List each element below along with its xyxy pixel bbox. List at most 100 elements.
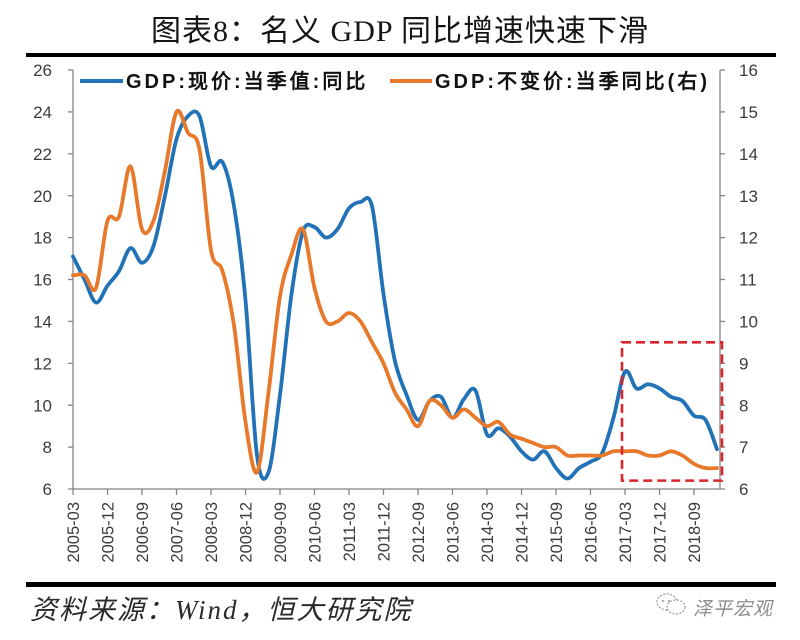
real-gdp-point: 2013-03: 8 bbox=[439, 403, 444, 408]
x-tick-label: 2011-12 bbox=[375, 502, 393, 561]
real-gdp-point: 2016-09: 6.8 bbox=[600, 453, 605, 458]
real-gdp-point: 2011-09: 9.5 bbox=[370, 340, 375, 345]
nominal-gdp-line bbox=[71, 109, 719, 481]
real-gdp-point: 2008-12: 7.6 bbox=[243, 419, 248, 424]
legend-label-real-gdp: GDP:不变价:当季同比(右) bbox=[435, 69, 710, 93]
nominal-gdp-point: 2007-09: 23.8 bbox=[186, 114, 191, 119]
real-gdp-point: 2014-12: 7.2 bbox=[519, 436, 524, 441]
real-gdp-point: 2017-12: 6.8 bbox=[657, 453, 662, 458]
nominal-gdp-point: 2012-06: 10.5 bbox=[404, 392, 409, 397]
x-tick-label: 2018-09 bbox=[686, 502, 704, 563]
x-tick-label: 2008-12 bbox=[237, 502, 255, 563]
real-gdp-point: 2005-06: 11.1 bbox=[82, 273, 87, 278]
real-gdp-point: 2016-03: 6.8 bbox=[577, 453, 582, 458]
real-gdp-point: 2006-03: 12.5 bbox=[117, 214, 122, 219]
nominal-gdp-point: 2014-12: 7.8 bbox=[519, 449, 524, 454]
nominal-gdp-point: 2006-03: 16.4 bbox=[117, 269, 122, 274]
nominal-gdp-point: 2018-06: 10.2 bbox=[680, 399, 685, 404]
real-gdp-point: 2018-06: 6.8 bbox=[680, 453, 685, 458]
bottom-rule bbox=[26, 582, 776, 587]
nominal-gdp-point: 2011-09: 19.5 bbox=[370, 204, 375, 209]
right-y-tick-label: 10 bbox=[739, 313, 758, 332]
x-tick-label: 2007-06 bbox=[168, 502, 186, 563]
nominal-gdp-point: 2013-09: 10.3 bbox=[462, 396, 467, 401]
x-tick-label: 2012-09 bbox=[410, 502, 428, 563]
real-gdp-point: 2014-06: 7.6 bbox=[496, 419, 501, 424]
nominal-gdp-point: 2007-06: 22.7 bbox=[174, 137, 179, 142]
real-gdp-point: 2011-03: 10.2 bbox=[347, 311, 352, 316]
right-y-tick-label: 13 bbox=[739, 187, 758, 206]
nominal-gdp-point: 2014-06: 8.9 bbox=[496, 426, 501, 431]
x-tick-label: 2005-03 bbox=[65, 502, 83, 563]
x-tick-label: 2011-03 bbox=[341, 502, 359, 561]
nominal-gdp-point: 2009-06: 6.8 bbox=[266, 470, 271, 475]
left-y-tick-label: 18 bbox=[33, 229, 52, 248]
nominal-gdp-point: 2017-06: 10.8 bbox=[634, 386, 639, 391]
right-y-tick-label: 15 bbox=[739, 103, 758, 122]
real-gdp-point: 2012-12: 8.1 bbox=[427, 399, 432, 404]
nominal-gdp-point: 2015-09: 7 bbox=[554, 466, 559, 471]
nominal-gdp-point: 2019-03: 7.9 bbox=[715, 447, 720, 452]
real-gdp-point: 2014-09: 7.3 bbox=[508, 432, 513, 437]
left-y-tick-label: 24 bbox=[33, 103, 52, 122]
watermark-text: 泽平宏观 bbox=[693, 598, 774, 620]
real-gdp-point: 2013-06: 7.7 bbox=[450, 415, 455, 420]
axes: 6 8 10 12 14 16 18 20 22 24 26 6 7 8 9 10 11 12 13 14 15 16 20… bbox=[33, 61, 758, 562]
real-gdp-point: 2015-09: 7 bbox=[554, 445, 559, 450]
nominal-gdp-point: 2018-09: 9.5 bbox=[692, 413, 697, 418]
real-gdp-point: 2006-09: 12.2 bbox=[140, 227, 145, 232]
real-gdp-point: 2013-12: 7.7 bbox=[473, 415, 478, 420]
chart-title: 图表8：名义 GDP 同比增速快速下滑 bbox=[151, 15, 649, 48]
nominal-gdp-point: 2018-12: 9.3 bbox=[703, 417, 708, 422]
nominal-gdp-point: 2011-06: 19.7 bbox=[358, 199, 363, 204]
nominal-gdp-point: 2010-09: 18 bbox=[324, 235, 329, 240]
real-gdp-point: 2012-06: 7.9 bbox=[404, 407, 409, 412]
nominal-gdp-point: 2018-03: 10.4 bbox=[669, 394, 674, 399]
left-y-tick-label: 20 bbox=[33, 187, 52, 206]
top-rule bbox=[26, 53, 776, 57]
real-gdp-point: 2010-09: 10 bbox=[324, 319, 329, 324]
highlight-dashed-box bbox=[620, 341, 724, 482]
real-gdp-point: 2011-12: 9 bbox=[381, 361, 386, 366]
nominal-gdp-point: 2008-03: 21.4 bbox=[209, 164, 214, 169]
source-note: 资料来源：Wind，恒大研究院 bbox=[30, 595, 413, 625]
nominal-gdp-point: 2010-06: 18.5 bbox=[312, 225, 317, 230]
nominal-gdp-point: 2012-03: 12.1 bbox=[393, 359, 398, 364]
real-gdp-point: 2015-06: 7 bbox=[542, 445, 547, 450]
real-gdp-point: 2010-12: 10 bbox=[335, 319, 340, 324]
x-tick-label: 2006-09 bbox=[134, 502, 152, 563]
nominal-gdp-point: 2008-12: 15 bbox=[243, 298, 248, 303]
real-gdp-point: 2014-03: 7.5 bbox=[485, 424, 490, 429]
left-y-tick-label: 12 bbox=[33, 354, 52, 373]
real-gdp-point: 2009-12: 11.6 bbox=[289, 252, 294, 257]
real-gdp-point: 2010-06: 10.8 bbox=[312, 285, 317, 290]
left-y-tick-label: 8 bbox=[43, 438, 52, 457]
real-gdp-point: 2013-09: 7.9 bbox=[462, 407, 467, 412]
real-gdp-point: 2016-12: 6.9 bbox=[611, 449, 616, 454]
real-gdp-point: 2011-06: 10 bbox=[358, 319, 363, 324]
nominal-gdp-point: 2008-09: 19.5 bbox=[232, 204, 237, 209]
real-gdp-point: 2005-09: 10.8 bbox=[94, 285, 99, 290]
nominal-gdp-point: 2016-12: 9.4 bbox=[611, 415, 616, 420]
real-gdp-point: 2007-09: 14.5 bbox=[186, 130, 191, 135]
real-gdp-point: 2017-09: 6.8 bbox=[646, 453, 651, 458]
nominal-gdp-point: 2007-03: 20 bbox=[163, 193, 168, 198]
x-tick-label: 2009-09 bbox=[272, 502, 290, 563]
right-y-tick-label: 11 bbox=[739, 271, 757, 290]
real-gdp-point: 2012-03: 8.3 bbox=[393, 390, 398, 395]
nominal-gdp-point: 2015-03: 7.4 bbox=[531, 457, 536, 462]
right-y-tick-label: 7 bbox=[739, 438, 748, 457]
real-gdp-point: 2016-06: 6.8 bbox=[588, 453, 593, 458]
real-gdp-point: 2006-12: 12.4 bbox=[151, 218, 156, 223]
real-gdp-point: 2007-12: 14.1 bbox=[197, 147, 202, 152]
nominal-gdp-point: 2006-09: 16.8 bbox=[140, 260, 145, 265]
right-y-tick-label: 14 bbox=[739, 145, 758, 164]
nominal-gdp-point: 2011-12: 15.3 bbox=[381, 292, 386, 297]
left-y-tick-label: 6 bbox=[43, 480, 52, 499]
real-gdp-point: 2018-12: 6.5 bbox=[703, 466, 708, 471]
nominal-gdp-point: 2009-09: 10.5 bbox=[278, 392, 283, 397]
real-gdp-point: 2005-03: 11.1 bbox=[71, 273, 76, 278]
x-tick-label: 2017-03 bbox=[617, 502, 635, 563]
real-gdp-point: 2008-03: 11.7 bbox=[209, 248, 214, 253]
